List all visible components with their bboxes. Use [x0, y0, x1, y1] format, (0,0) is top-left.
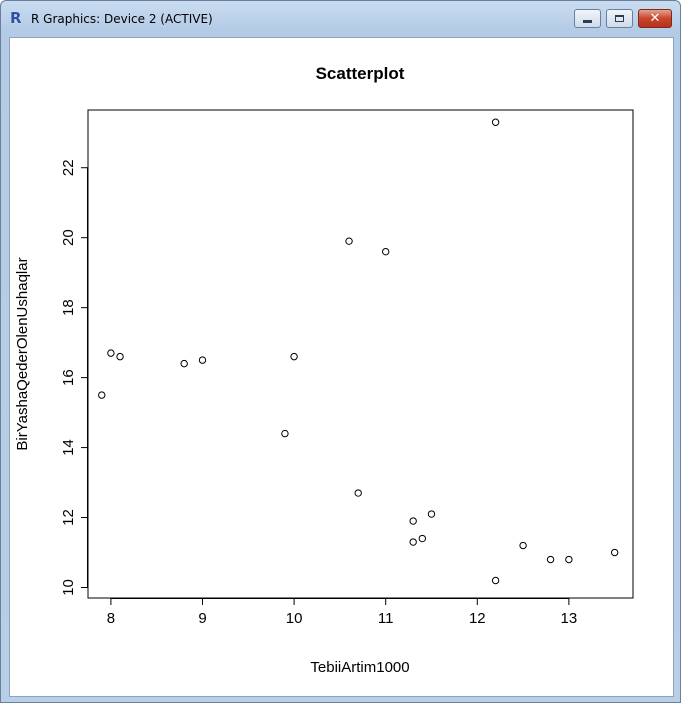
- data-point: [491, 118, 500, 126]
- scatterplot-chart: Scatterplot 8 9 10 11 12 13 10 12 14 16 18 20 22 Te…: [14, 64, 634, 676]
- data-point: [427, 510, 436, 518]
- x-tick-label: 11: [378, 610, 394, 627]
- data-point: [281, 429, 289, 438]
- chart-title: Scatterplot: [316, 64, 405, 83]
- y-axis-label: BirYashaQederOlenUshaqlar: [14, 257, 31, 450]
- data-point: [354, 489, 362, 497]
- y-tick-label: 22: [60, 159, 77, 176]
- maximize-icon: [615, 15, 624, 22]
- x-tick-label: 13: [561, 610, 578, 627]
- y-tick-label: 18: [60, 299, 77, 316]
- data-point: [491, 576, 500, 585]
- plot-canvas: Scatterplot 8 9 10 11 12 13 10 12 14 16 18 20 22 Te…: [9, 37, 674, 697]
- data-point: [381, 247, 390, 256]
- r-logo-icon: R: [10, 9, 22, 27]
- data-point: [198, 356, 207, 364]
- close-button[interactable]: ✕: [638, 9, 672, 28]
- data-point: [546, 555, 555, 564]
- x-tick-label: 9: [198, 610, 206, 627]
- data-points: [98, 118, 619, 585]
- minimize-button[interactable]: [574, 9, 601, 28]
- y-tick-label: 16: [60, 369, 77, 386]
- x-tick-label: 8: [107, 610, 115, 627]
- data-point: [98, 391, 106, 399]
- data-point: [345, 237, 353, 245]
- close-icon: ✕: [649, 11, 661, 26]
- x-axis-label: TebiiArtim1000: [310, 659, 409, 676]
- window-title: R Graphics: Device 2 (ACTIVE): [31, 12, 213, 26]
- minimize-icon: [583, 20, 592, 23]
- data-point: [409, 517, 417, 525]
- data-point: [409, 538, 417, 546]
- x-tick-label: 12: [469, 610, 486, 627]
- y-tick-label: 12: [60, 509, 77, 526]
- data-point: [418, 534, 427, 543]
- y-tick-label: 14: [60, 439, 77, 456]
- data-point: [610, 548, 619, 557]
- y-tick-label: 20: [60, 229, 77, 246]
- data-point: [116, 352, 124, 361]
- x-axis: 8 9 10 11 12 13: [107, 598, 577, 627]
- data-point: [290, 352, 298, 361]
- data-point: [519, 541, 527, 550]
- y-axis: 10 12 14 16 18 20 22: [60, 159, 88, 596]
- data-point: [565, 555, 573, 564]
- x-tick-label: 10: [286, 610, 303, 627]
- maximize-button[interactable]: [606, 9, 633, 28]
- y-tick-label: 10: [60, 579, 77, 596]
- data-point: [180, 359, 188, 368]
- data-point: [107, 349, 115, 357]
- plot-area-border: [87, 109, 634, 599]
- title-bar[interactable]: R R Graphics: Device 2 (ACTIVE) ✕: [1, 1, 680, 39]
